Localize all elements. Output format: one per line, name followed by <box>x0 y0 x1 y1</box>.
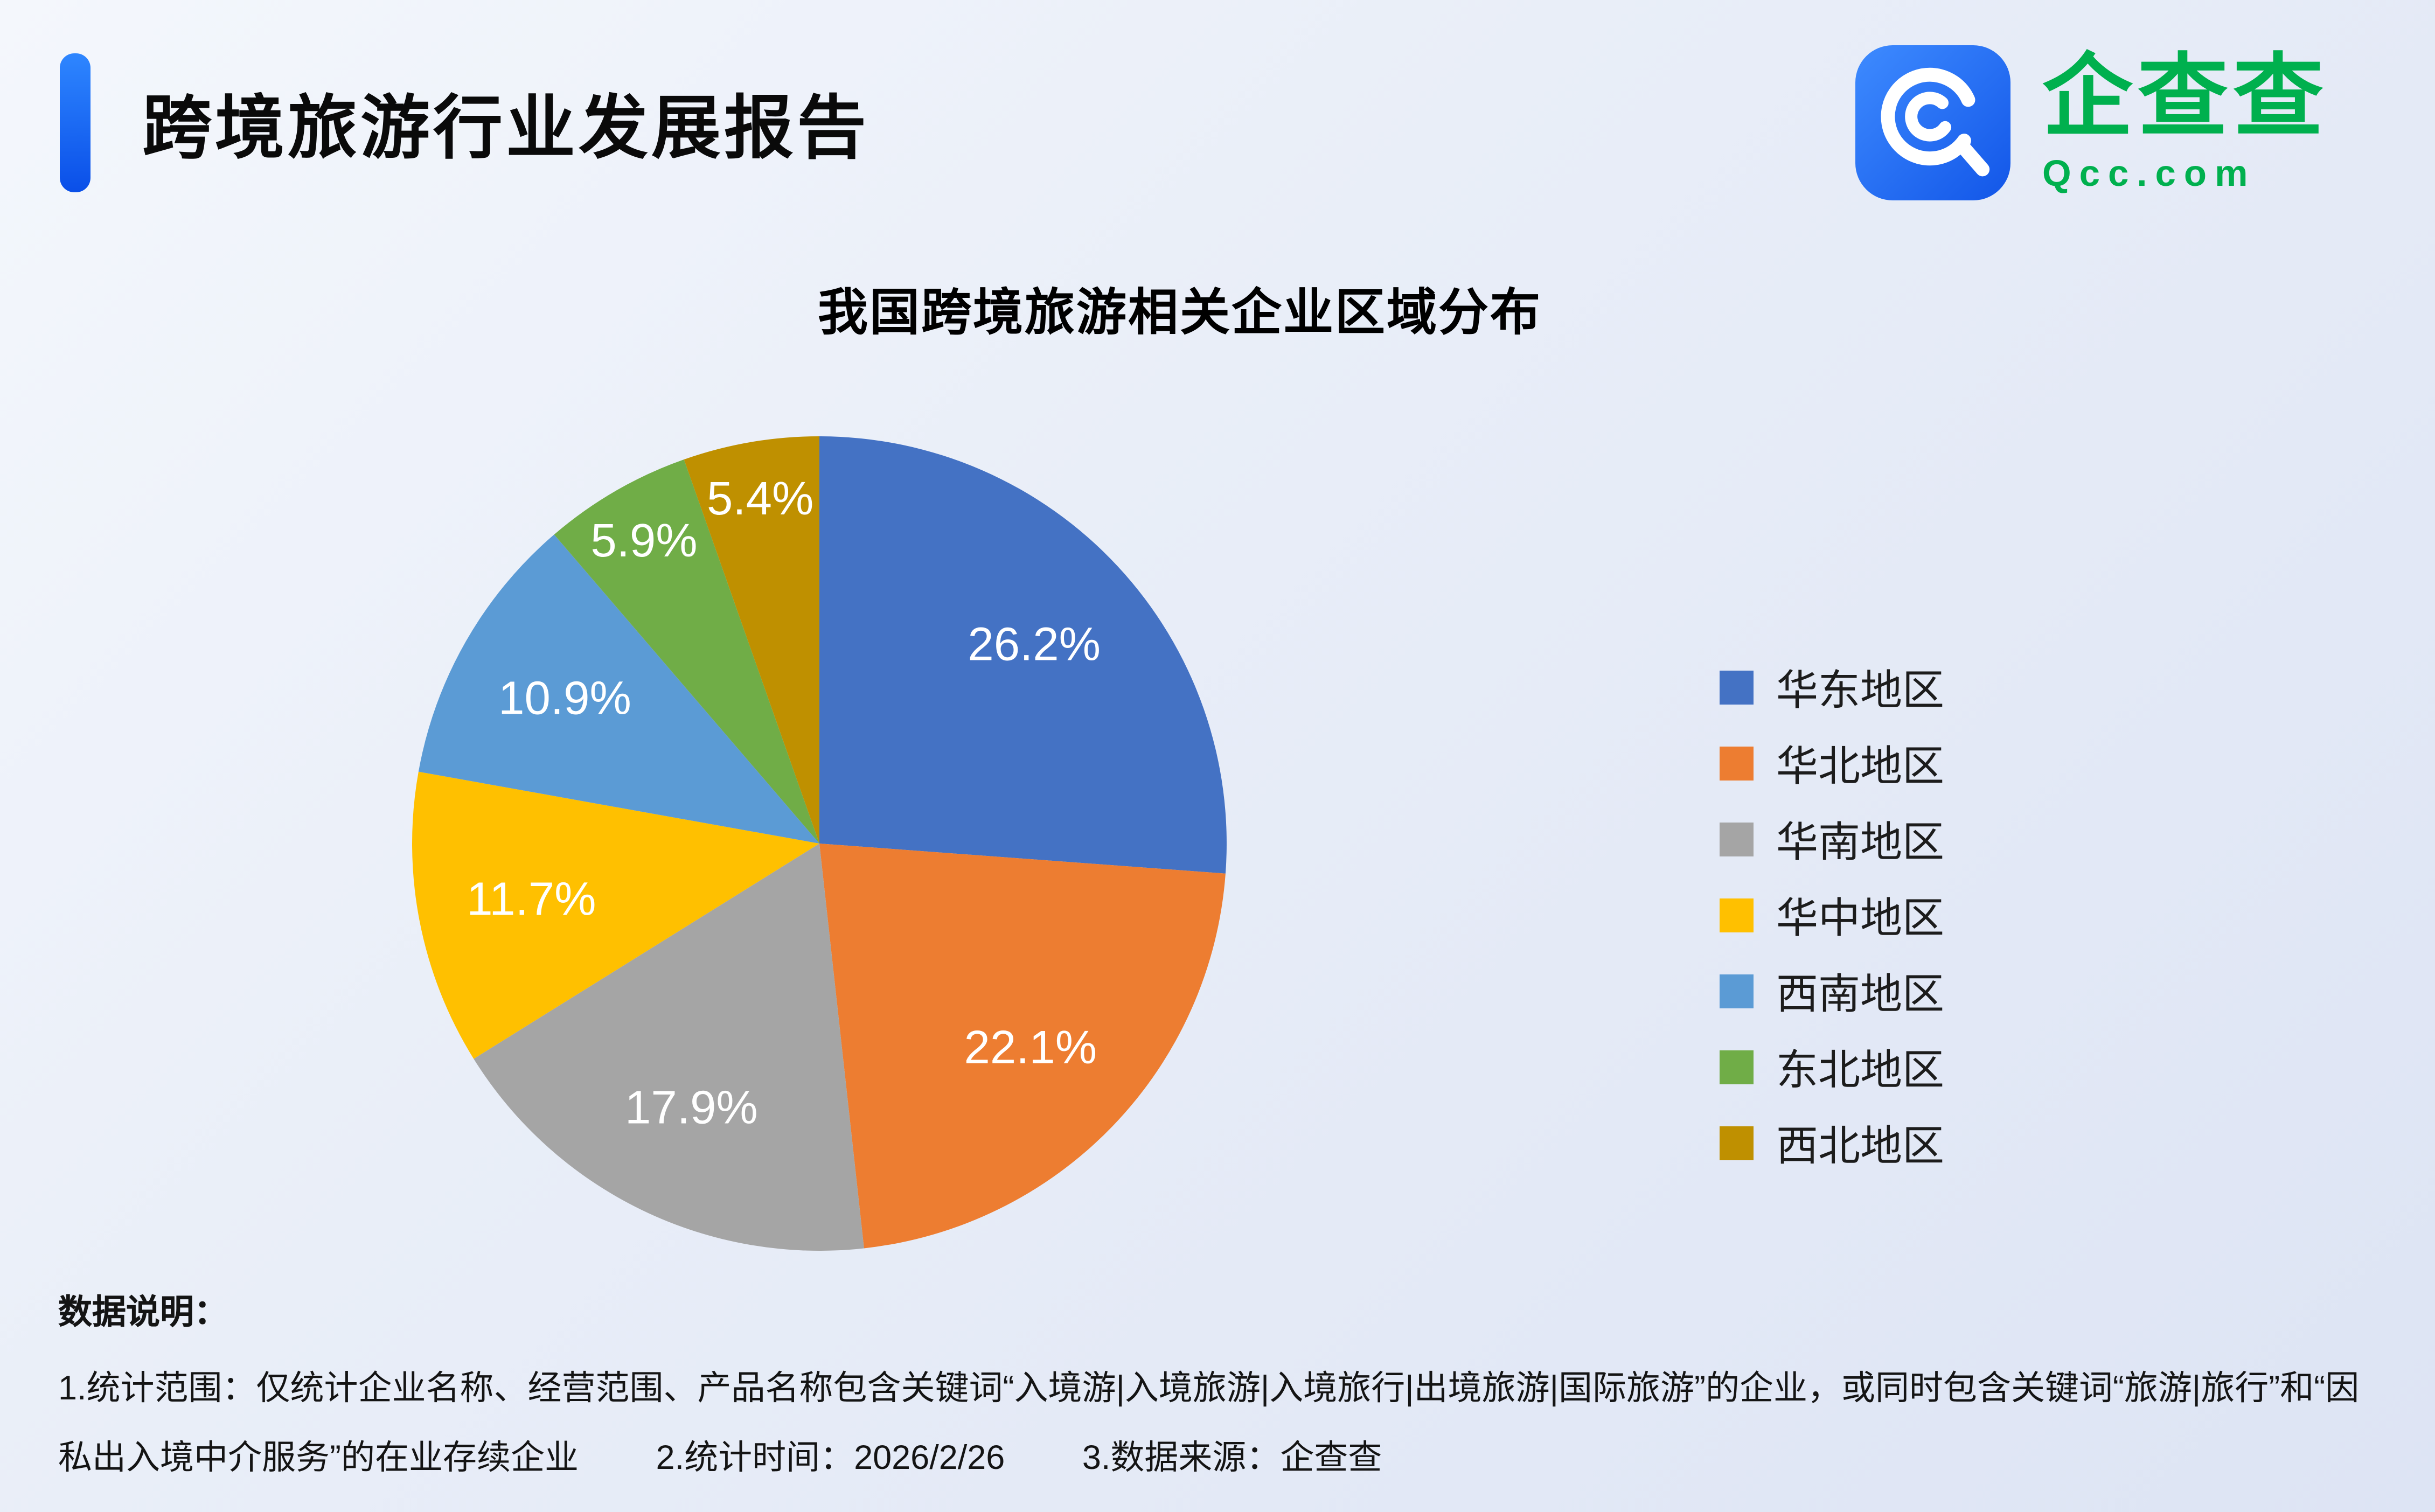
note-data-source: 3.数据来源：企查查 <box>1082 1440 1382 1478</box>
pie-slice-label: 22.1% <box>964 1021 1097 1074</box>
pie-slice-label: 26.2% <box>968 618 1101 671</box>
legend-item: 东北地区 <box>1720 1029 1944 1105</box>
qcc-logo-icon <box>1854 45 2010 200</box>
legend-swatch <box>1720 1126 1754 1160</box>
pie-slice-西北地区 <box>684 436 819 844</box>
legend-item: 西南地区 <box>1720 953 1944 1029</box>
pie-slice-西南地区 <box>418 534 819 844</box>
legend-label: 华北地区 <box>1776 742 1945 790</box>
legend-label: 东北地区 <box>1776 1046 1945 1094</box>
page-title: 跨境旅游行业发展报告 <box>142 90 869 168</box>
chart-title: 我国跨境旅游相关企业区域分布 <box>818 284 1542 341</box>
legend-swatch <box>1720 1050 1754 1084</box>
pie-slice-华北地区 <box>819 844 1226 1249</box>
legend-label: 西南地区 <box>1776 970 1945 1018</box>
legend-item: 西北地区 <box>1720 1105 1944 1181</box>
pie-slice-华南地区 <box>474 844 864 1251</box>
pie-slice-label: 10.9% <box>498 672 631 724</box>
pie-slice-label: 11.7% <box>467 873 596 925</box>
data-notes: 数据说明： 1.统计范围：仅统计企业名称、经营范围、产品名称包含关键词“入境游|… <box>58 1286 2385 1493</box>
legend-item: 华北地区 <box>1720 726 1944 802</box>
pie-chart: 26.2% 22.1% 17.9% 11.7% 10.9% 5.9% 5.4% <box>383 407 1256 1280</box>
legend-item: 华南地区 <box>1720 802 1944 877</box>
pie-slice-东北地区 <box>554 459 819 844</box>
note-statistics-scope: 1.统计范围：仅统计企业名称、经营范围、产品名称包含关键词“入境游|入境旅游|入… <box>58 1370 2360 1478</box>
logo-brand-name: 企查查 <box>2042 44 2328 147</box>
legend-item: 华东地区 <box>1720 650 1944 726</box>
legend-label: 华中地区 <box>1776 894 1945 942</box>
pie-slice-华中地区 <box>412 771 819 1059</box>
note-statistics-time: 2.统计时间：2026/2/26 <box>656 1440 1005 1478</box>
logo-domain: Qcc.com <box>2042 152 2256 195</box>
report-header: 跨境旅游行业发展报告 <box>60 53 869 192</box>
legend-swatch <box>1720 671 1754 705</box>
legend-swatch <box>1720 823 1754 856</box>
legend-swatch <box>1720 747 1754 781</box>
chart-legend: 华东地区华北地区华南地区华中地区西南地区东北地区西北地区 <box>1720 650 1944 1181</box>
pie-slice-label: 5.4% <box>707 472 813 525</box>
notes-heading: 数据说明： <box>58 1294 228 1332</box>
notes-body: 1.统计范围：仅统计企业名称、经营范围、产品名称包含关键词“入境游|入境旅游|入… <box>58 1354 2385 1493</box>
legend-label: 华南地区 <box>1776 818 1945 866</box>
legend-swatch <box>1720 974 1754 1008</box>
legend-label: 华东地区 <box>1776 666 1945 714</box>
title-accent-bar <box>60 53 91 192</box>
pie-chart-svg: 26.2% 22.1% 17.9% 11.7% 10.9% 5.9%5.4% <box>412 436 1227 1251</box>
qcc-logo: 企查查 Qcc.com <box>1854 44 2328 200</box>
legend-swatch <box>1720 898 1754 932</box>
pie-slice-label: 5.9% <box>590 514 697 567</box>
legend-item: 华中地区 <box>1720 877 1944 953</box>
pie-slice-华东地区 <box>819 436 1227 874</box>
qcc-logo-text: 企查查 Qcc.com <box>2042 44 2328 196</box>
pie-slice-label: 17.9% <box>625 1082 758 1134</box>
legend-label: 西北地区 <box>1776 1121 1945 1170</box>
